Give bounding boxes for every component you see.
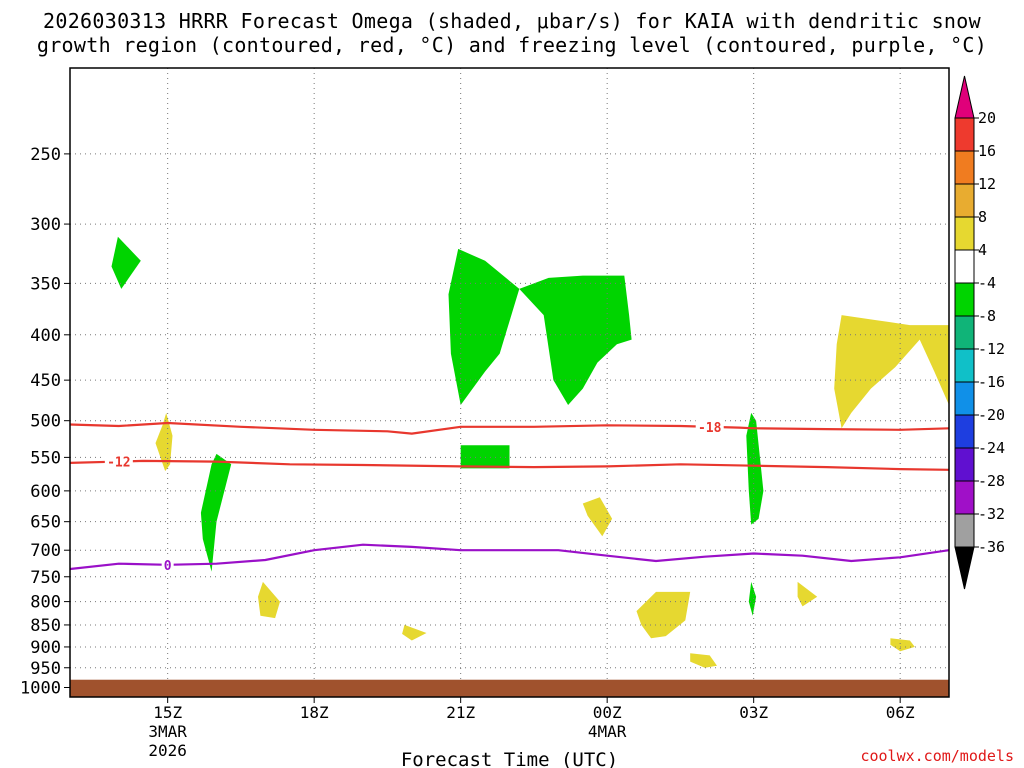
colorbar-label-3: 8 (978, 208, 987, 226)
colorbar-band-5 (954, 282, 975, 317)
colorbar-band-9 (954, 414, 975, 449)
x-tick-label-18: 18Z (300, 703, 329, 722)
chart-title-line2: growth region (contoured, red, °C) and f… (36, 33, 988, 57)
omega-region-8 (258, 581, 280, 619)
omega-region-4 (460, 445, 510, 469)
omega-region-3 (519, 275, 632, 405)
y-tick-label-600: 600 (30, 482, 61, 502)
colorbar-band-8 (954, 381, 975, 416)
y-tick-label-1000: 1000 (20, 678, 61, 698)
colorbar-label-5: -4 (978, 274, 996, 292)
omega-region-12 (690, 653, 717, 668)
omega-region-13 (797, 581, 818, 607)
x-tick-label-30: 06Z (886, 703, 915, 722)
omega-region-10 (582, 497, 613, 537)
x-year-label-15: 2026 (148, 741, 187, 760)
plot-border (69, 67, 950, 698)
y-tick-label-300: 300 (30, 215, 61, 235)
colorbar-label-12: -32 (978, 505, 1005, 523)
colorbar-band-6 (954, 315, 975, 350)
colorbar: 20 16 12 8 4 -4 -8 -12 -16 -20 -24 -28 -32 -36 (954, 75, 1005, 590)
colorbar-label-10: -24 (978, 439, 1005, 457)
colorbar-band-0 (954, 117, 975, 152)
colorbar-band-4 (954, 249, 975, 284)
colorbar-band-12 (954, 513, 975, 548)
colorbar-band-1 (954, 150, 975, 185)
omega-region-6 (748, 581, 757, 616)
y-tick-label-700: 700 (30, 541, 61, 561)
contour-label-bg-dgz_-18 (695, 419, 724, 434)
contour-freezing_0 (70, 543, 949, 571)
y-tick-label-950: 950 (30, 659, 61, 679)
grid-layer (70, 68, 949, 697)
y-tick-label-450: 450 (30, 371, 61, 391)
ground-surface (70, 679, 949, 697)
colorbar-band-2 (954, 183, 975, 218)
y-tick-label-250: 250 (30, 145, 61, 165)
contour-dgz_-12 (70, 459, 949, 471)
credit-text: coolwx.com/models (860, 747, 1014, 765)
y-tick-label-900: 900 (30, 638, 61, 658)
colorbar-band-10 (954, 447, 975, 482)
colorbar-band-11 (954, 480, 975, 515)
colorbar-bottom-arrow (954, 546, 975, 590)
colorbar-band-7 (954, 348, 975, 383)
chart-title-line1: 2026030313 HRRR Forecast Omega (shaded, … (43, 9, 981, 33)
colorbar-label-4: 4 (978, 241, 987, 259)
x-tick-label-15: 15Z (153, 703, 182, 722)
colorbar-label-2: 12 (978, 175, 996, 193)
omega-region-14 (834, 315, 949, 429)
contour-label-freezing_0: 0 (164, 559, 172, 574)
colorbar-label-7: -12 (978, 340, 1005, 358)
x-tick-label-21: 21Z (446, 703, 475, 722)
contour-label-bg-freezing_0 (161, 557, 174, 572)
y-tick-label-350: 350 (30, 274, 61, 294)
colorbar-label-9: -20 (978, 406, 1005, 424)
y-tick-label-850: 850 (30, 616, 61, 636)
x-axis-title: Forecast Time (UTC) (401, 749, 618, 768)
omega-region-7 (155, 412, 173, 472)
y-tick-label-800: 800 (30, 593, 61, 613)
x-tick-label-27: 03Z (739, 703, 768, 722)
y-axis: 2503003504004505005506006507007508008509… (20, 145, 70, 698)
y-tick-label-550: 550 (30, 448, 61, 468)
contour-label-dgz_-12: -12 (107, 456, 130, 471)
y-tick-label-650: 650 (30, 513, 61, 533)
y-tick-label-400: 400 (30, 326, 61, 346)
contour-label-layer: -18 -12 0 (104, 419, 724, 574)
omega-region-0 (111, 236, 141, 289)
y-tick-label-750: 750 (30, 568, 61, 588)
x-date-label-24: 4MAR (588, 722, 627, 741)
contour-layer (70, 421, 949, 571)
omega-region-2 (448, 248, 520, 405)
colorbar-label-0: 20 (978, 109, 996, 127)
x-tick-label-24: 00Z (593, 703, 622, 722)
colorbar-top-arrow (954, 75, 975, 119)
contour-label-dgz_-18: -18 (698, 421, 722, 436)
omega-shading-layer (111, 236, 949, 668)
y-tick-label-500: 500 (30, 412, 61, 432)
omega-region-11 (636, 591, 691, 639)
colorbar-label-8: -16 (978, 373, 1005, 391)
omega-region-5 (746, 412, 764, 525)
contour-label-bg-dgz_-12 (104, 454, 133, 469)
x-date-label-15: 3MAR (148, 722, 187, 741)
omega-region-1 (200, 453, 232, 572)
colorbar-label-6: -8 (978, 307, 996, 325)
omega-region-9 (402, 624, 427, 641)
colorbar-label-13: -36 (978, 538, 1005, 556)
colorbar-label-1: 16 (978, 142, 996, 160)
omega-region-15 (890, 638, 915, 652)
contour-dgz_-18 (70, 421, 949, 435)
colorbar-label-11: -28 (978, 472, 1005, 490)
colorbar-band-3 (954, 216, 975, 251)
